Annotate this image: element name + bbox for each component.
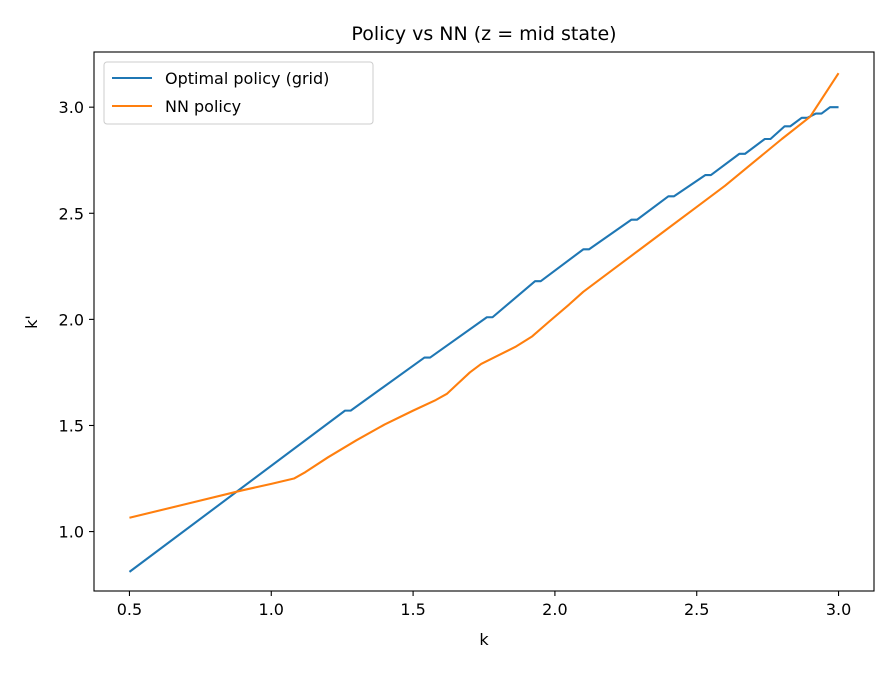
chart-title: Policy vs NN (z = mid state) [351, 23, 616, 45]
legend: Optimal policy (grid) NN policy [103, 61, 374, 125]
x-tick-label: 1.5 [400, 600, 425, 619]
x-tick-label: 2.0 [542, 600, 567, 619]
legend-label-1: NN policy [165, 97, 241, 116]
plot-area: 0.5 1.0 1.5 2.0 2.5 3.0 1.0 1.5 2.0 2.5 3.0 [59, 51, 875, 619]
x-tick-label: 2.5 [684, 600, 709, 619]
series-line-1 [129, 72, 840, 519]
x-tick-label: 1.0 [259, 600, 284, 619]
x-tick-label: 0.5 [117, 600, 142, 619]
y-axis-label: k' [22, 315, 41, 329]
y-tick-label: 1.0 [59, 523, 84, 542]
y-tick-label: 2.0 [59, 310, 84, 329]
y-tick-label: 1.5 [59, 416, 84, 435]
y-tick-label: 2.5 [59, 204, 84, 223]
legend-box [103, 61, 374, 125]
x-tick-label: 3.0 [826, 600, 851, 619]
legend-label-0: Optimal policy (grid) [165, 69, 329, 88]
x-axis-label: k [479, 630, 489, 649]
axes-frame [93, 51, 875, 592]
y-tick-label: 3.0 [59, 98, 84, 117]
